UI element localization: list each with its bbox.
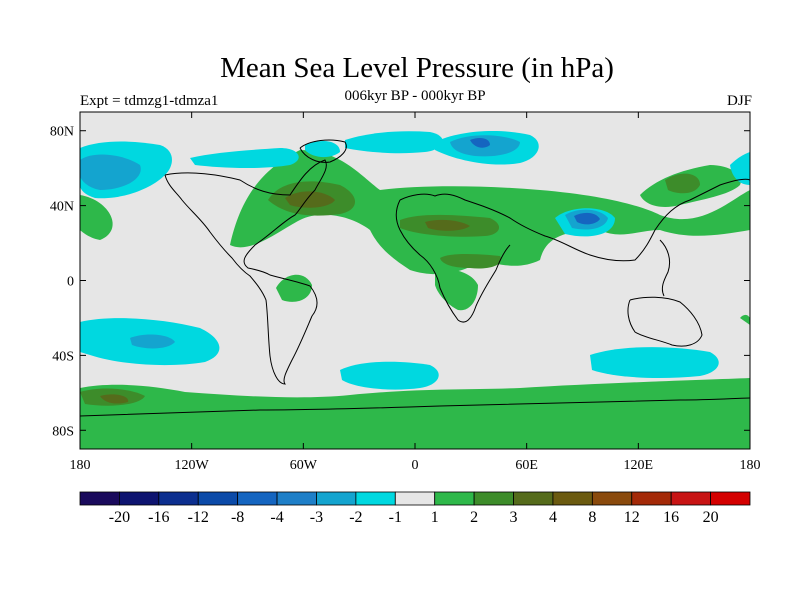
region-amazon-green: [276, 274, 312, 302]
season-label: DJF: [726, 93, 752, 109]
legend-swatch: [394, 491, 436, 506]
legend-label: -4: [270, 509, 283, 526]
antarctica-coast: [80, 397, 750, 417]
legend-label: 20: [703, 509, 719, 526]
lon-tick-label: 60W: [290, 458, 318, 473]
legend-swatch: [197, 491, 239, 506]
legend-swatch: [79, 491, 120, 506]
region-arabia-darker: [440, 254, 501, 269]
legend-swatch: [473, 491, 514, 506]
americas-coast: [164, 159, 327, 385]
eurasia-coast: [399, 178, 750, 262]
moderate-negative-regions: [80, 135, 608, 349]
region-nz-green: [740, 314, 750, 325]
legend-label: 4: [549, 509, 557, 526]
legend-swatch: [316, 491, 357, 506]
legend-swatch: [591, 491, 633, 506]
region-sp-strong: [100, 394, 129, 404]
legend-label: 16: [663, 509, 679, 526]
legend-swatch: [513, 491, 554, 506]
region-barents-strong: [470, 137, 490, 148]
region-ne-pacific-green: [80, 195, 113, 240]
legend-label: 3: [510, 509, 518, 526]
page-title: Mean Sea Level Pressure (in hPa): [220, 52, 614, 84]
coastlines: [80, 139, 750, 417]
region-tibet-strong: [574, 212, 600, 225]
se-asia-coast: [659, 239, 671, 297]
experiment-label: Expt = tdmzg1-tdmza1: [80, 93, 219, 109]
lat-tick-label: 40S: [52, 349, 74, 364]
legend-label: 1: [431, 509, 439, 526]
strong-negative-regions: [470, 137, 600, 225]
legend-label: -20: [109, 509, 130, 526]
legend-label: -8: [231, 509, 244, 526]
lon-tick-label: 0: [412, 458, 419, 473]
greenland-coast: [299, 139, 347, 163]
longitude-axis: 180 120W 60W 0 60E 120E 180: [70, 112, 761, 473]
period-label: 006kyr BP - 000kyr BP: [344, 88, 486, 104]
legend-swatch: [631, 491, 672, 506]
africa-coast: [395, 199, 511, 323]
region-sahara-strong: [425, 219, 470, 231]
legend-swatch: [670, 491, 711, 506]
latitude-axis: 80N 40N 0 40S 80S: [50, 125, 750, 439]
legend-swatch: [355, 491, 396, 506]
legend-label: 12: [624, 509, 640, 526]
legend-label: 8: [588, 509, 596, 526]
positive-anomaly-regions: [80, 150, 750, 449]
legend-swatch: [552, 491, 593, 506]
region-na-strong: [285, 191, 335, 208]
legend-label: -3: [310, 509, 323, 526]
legend-label: -2: [349, 509, 362, 526]
region-japan-darker: [665, 173, 700, 194]
lon-tick-label: 180: [70, 458, 91, 473]
legend-swatch: [276, 491, 317, 506]
region-antarctic-green: [80, 378, 750, 449]
legend-label: -1: [389, 509, 402, 526]
lat-tick-label: 0: [67, 275, 74, 290]
legend-swatch: [434, 491, 475, 506]
legend-label: -16: [148, 509, 169, 526]
legend-swatch: [158, 491, 199, 506]
region-np-blue: [80, 154, 141, 190]
lon-tick-label: 60E: [515, 458, 538, 473]
region-greenland-cyan: [305, 140, 340, 158]
legend-label: 2: [470, 509, 478, 526]
legend-label: -12: [188, 509, 209, 526]
legend-swatch: [237, 491, 278, 506]
region-nh-green-band: [230, 150, 750, 275]
region-canada-cyan: [190, 148, 299, 169]
lon-tick-label: 120E: [624, 458, 654, 473]
region-bering-cyan: [730, 152, 750, 185]
lat-tick-label: 40N: [50, 200, 74, 215]
strong-positive-regions: [100, 191, 470, 404]
region-sa-cyan: [340, 361, 439, 390]
region-si-cyan: [590, 347, 719, 378]
region-small-green: [236, 397, 249, 407]
lat-tick-label: 80S: [52, 424, 74, 439]
legend-swatch: [710, 491, 751, 506]
lon-tick-label: 120W: [175, 458, 210, 473]
region-sp-blue: [130, 334, 175, 349]
region-atlantic-cyan: [345, 131, 443, 154]
legend-swatch: [119, 491, 160, 506]
lon-tick-label: 180: [740, 458, 761, 473]
australia-coast: [627, 296, 703, 347]
lat-tick-label: 80N: [50, 125, 74, 140]
